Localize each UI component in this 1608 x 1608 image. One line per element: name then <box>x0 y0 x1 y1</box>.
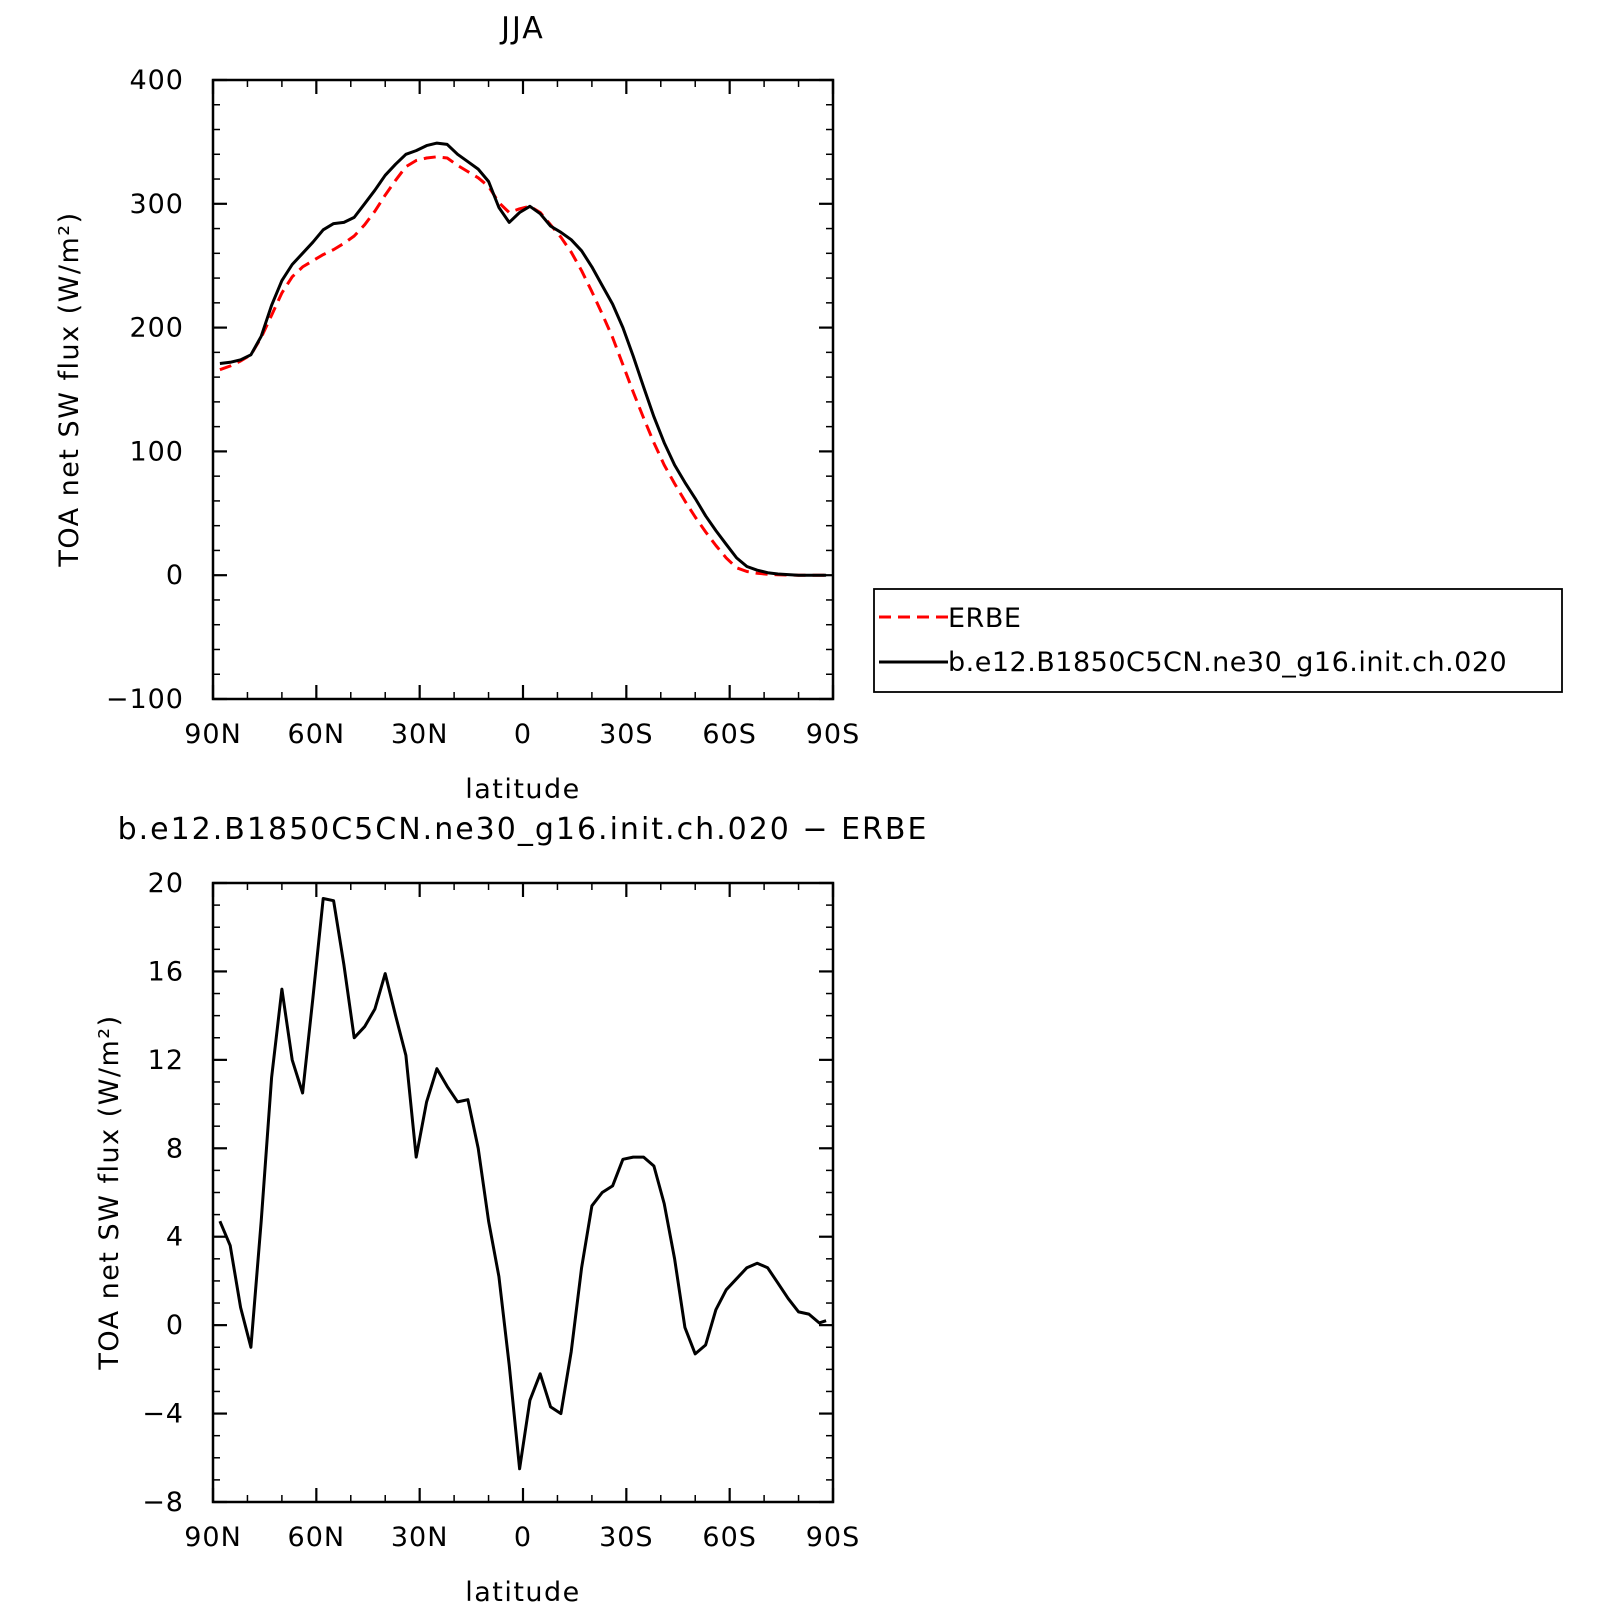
top-y-tick-label: 0 <box>166 560 184 591</box>
bottom-x-tick-labels: 90N 60N 30N 0 30S 60S 90S <box>184 1522 861 1553</box>
bottom-series-line-0 <box>218 897 827 1471</box>
bottom-x-tick-label: 60S <box>702 1522 757 1553</box>
bottom-y-tick-label: 12 <box>148 1045 184 1076</box>
bottom-series-group <box>218 897 827 1471</box>
legend-label-model: b.e12.B1850C5CN.ne30_g16.init.ch.020 <box>948 647 1507 678</box>
top-y-tick-labels: −100 0 100 200 300 400 <box>106 65 184 715</box>
top-y-tick-label: 400 <box>129 65 184 96</box>
top-y-axis-label: TOA net SW flux (W/m²) <box>54 211 85 567</box>
top-series-line-0 <box>219 155 827 577</box>
legend: ERBE b.e12.B1850C5CN.ne30_g16.init.ch.02… <box>873 588 1563 693</box>
bottom-plot-frame <box>211 881 835 1504</box>
top-x-axis-label: latitude <box>465 774 581 805</box>
top-plot-frame <box>211 78 835 701</box>
bottom-y-tick-label: 8 <box>166 1133 184 1164</box>
top-y-tick-label: 200 <box>129 313 184 344</box>
top-series-group <box>219 141 827 577</box>
top-x-tick-label: 90N <box>184 719 242 750</box>
bottom-y-axis-label: TOA net SW flux (W/m²) <box>94 1014 125 1370</box>
bottom-y-tick-label: 4 <box>166 1222 184 1253</box>
legend-box <box>873 588 1563 693</box>
bottom-y-tick-label: 0 <box>166 1310 184 1341</box>
top-x-tick-labels: 90N 60N 30N 0 30S 60S 90S <box>184 719 861 750</box>
top-x-tick-label: 30N <box>391 719 449 750</box>
bottom-x-tick-label: 60N <box>288 1522 346 1553</box>
bottom-y-tick-labels: −8 −4 0 4 8 12 16 20 <box>142 868 184 1518</box>
bottom-panel: b.e12.B1850C5CN.ne30_g16.init.ch.020 − E… <box>94 812 929 1608</box>
top-chart-title: JJA <box>499 11 545 46</box>
top-series-line-1 <box>219 141 827 577</box>
bottom-ticks <box>211 881 835 1504</box>
top-x-tick-label: 0 <box>514 719 532 750</box>
top-x-tick-label: 90S <box>806 719 861 750</box>
bottom-x-tick-label: 30N <box>391 1522 449 1553</box>
bottom-x-tick-label: 90S <box>806 1522 861 1553</box>
bottom-y-tick-label: 16 <box>148 956 184 987</box>
top-panel: JJA 90N 60N 30N 0 30S 60S 90S −100 0 100 200 300 40… <box>54 11 861 805</box>
top-x-tick-label: 60S <box>702 719 757 750</box>
bottom-chart-title: b.e12.B1850C5CN.ne30_g16.init.ch.020 − E… <box>118 812 929 847</box>
bottom-x-tick-label: 90N <box>184 1522 242 1553</box>
top-ticks <box>211 78 835 701</box>
top-x-tick-label: 30S <box>599 719 654 750</box>
top-y-tick-label: −100 <box>106 684 184 715</box>
bottom-x-tick-label: 0 <box>514 1522 532 1553</box>
bottom-y-tick-label: −8 <box>142 1487 184 1518</box>
legend-label-erbe: ERBE <box>948 603 1021 634</box>
bottom-y-tick-label: 20 <box>148 868 184 899</box>
bottom-y-tick-label: −4 <box>142 1399 184 1430</box>
top-y-tick-label: 100 <box>129 436 184 467</box>
top-x-tick-label: 60N <box>288 719 346 750</box>
top-y-tick-label: 300 <box>129 189 184 220</box>
bottom-x-axis-label: latitude <box>465 1577 581 1608</box>
bottom-x-tick-label: 30S <box>599 1522 654 1553</box>
